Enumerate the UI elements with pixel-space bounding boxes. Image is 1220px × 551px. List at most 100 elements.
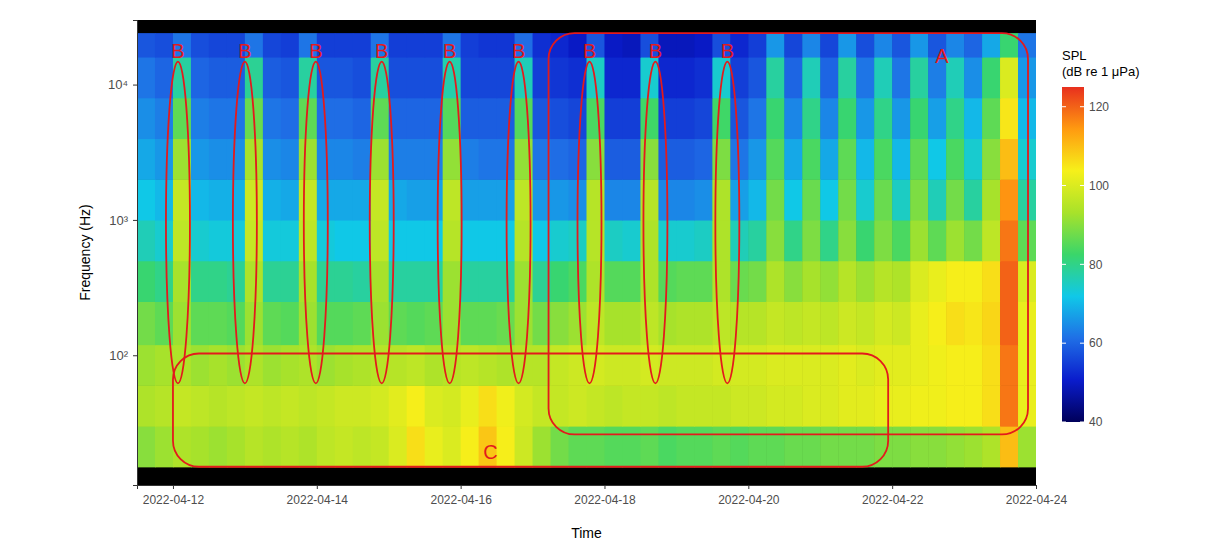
cell — [407, 98, 426, 139]
cell — [461, 426, 480, 467]
cell — [856, 179, 875, 220]
cell — [676, 301, 695, 345]
cell — [604, 220, 623, 261]
annotation-label: B — [171, 40, 184, 62]
cell — [425, 57, 444, 98]
cell — [856, 426, 875, 467]
cell — [479, 426, 498, 467]
cell — [569, 385, 588, 426]
x-tick-label: 2022-04-12 — [143, 493, 205, 507]
cell — [838, 33, 857, 57]
colorbar-tick-label: 100 — [1089, 179, 1109, 193]
cell — [784, 57, 803, 98]
cell — [479, 57, 498, 98]
cell — [155, 98, 174, 139]
cell — [604, 138, 623, 179]
cell — [191, 138, 210, 179]
cell — [551, 98, 570, 139]
cell — [407, 385, 426, 426]
cell — [910, 301, 929, 345]
cell — [263, 345, 282, 386]
cell — [173, 220, 192, 261]
cell — [371, 385, 390, 426]
cell — [443, 179, 462, 220]
cell — [335, 179, 354, 220]
x-tick-label: 2022-04-18 — [574, 493, 636, 507]
cell — [461, 261, 480, 302]
cell — [838, 385, 857, 426]
cell — [712, 98, 731, 139]
y-tick-mark — [133, 355, 137, 356]
cell — [245, 385, 264, 426]
cell — [389, 345, 408, 386]
cell — [389, 220, 408, 261]
cell — [766, 179, 785, 220]
cell — [281, 261, 300, 302]
cell — [622, 138, 641, 179]
cell — [766, 345, 785, 386]
cell — [820, 301, 839, 345]
cell — [838, 179, 857, 220]
cell — [802, 220, 821, 261]
cell — [622, 301, 641, 345]
cell — [1018, 345, 1036, 386]
cell — [425, 179, 444, 220]
cell — [892, 57, 911, 98]
cell — [802, 138, 821, 179]
colorbar: 406080100120SPL(dB re 1 μPa) — [1062, 48, 1140, 429]
cell — [425, 426, 444, 467]
cell — [299, 179, 318, 220]
cell — [497, 261, 516, 302]
cell — [874, 385, 893, 426]
cell — [281, 179, 300, 220]
x-tick: 2022-04-12 — [143, 485, 205, 507]
cell — [730, 426, 749, 467]
y-axis: 10²10³10⁴ — [108, 21, 138, 486]
cell — [353, 261, 372, 302]
annotation-label: B — [512, 40, 525, 62]
cell — [676, 138, 695, 179]
cell — [155, 301, 174, 345]
cell — [371, 261, 390, 302]
cell — [676, 98, 695, 139]
cell — [407, 426, 426, 467]
cell — [910, 261, 929, 302]
x-tick-label: 2022-04-16 — [430, 493, 492, 507]
cell — [281, 138, 300, 179]
x-axis-title: Time — [571, 525, 602, 541]
cell — [892, 301, 911, 345]
cell — [928, 301, 947, 345]
cell — [569, 98, 588, 139]
cell — [766, 220, 785, 261]
cell — [317, 345, 336, 386]
cell — [982, 345, 1001, 386]
cell — [353, 33, 372, 57]
cell — [389, 57, 408, 98]
cell — [982, 138, 1001, 179]
y-tick-mark — [133, 85, 137, 86]
y-tick-label: 10⁴ — [108, 77, 128, 92]
cell — [407, 220, 426, 261]
cell — [838, 426, 857, 467]
cell — [874, 33, 893, 57]
cell — [622, 345, 641, 386]
cell — [245, 426, 264, 467]
cell — [479, 33, 498, 57]
cell — [874, 301, 893, 345]
cell — [209, 345, 228, 386]
cell — [137, 301, 156, 345]
cell — [191, 385, 210, 426]
cell — [676, 57, 695, 98]
cell — [910, 57, 929, 98]
cell — [137, 138, 156, 179]
cell — [694, 261, 713, 302]
cell — [191, 301, 210, 345]
cell — [820, 345, 839, 386]
cell — [515, 98, 534, 139]
cell — [928, 220, 947, 261]
cell — [551, 220, 570, 261]
cell — [910, 138, 929, 179]
cell — [353, 98, 372, 139]
cell — [191, 345, 210, 386]
cell — [820, 138, 839, 179]
